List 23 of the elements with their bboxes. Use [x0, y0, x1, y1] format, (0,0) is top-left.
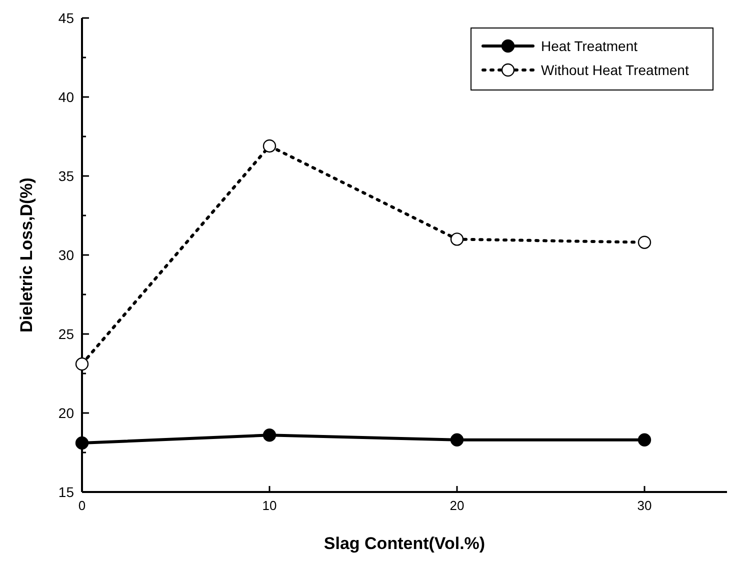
y-tick-label: 40	[58, 89, 74, 105]
point	[638, 236, 652, 249]
point	[638, 433, 652, 446]
x-tick-label: 10	[262, 498, 277, 513]
y-tick-label: 35	[58, 168, 74, 184]
y-tick-label: 15	[58, 484, 74, 500]
point	[262, 139, 276, 153]
x-tick-label: 0	[78, 498, 86, 513]
x-axis-title: Slag Content(Vol.%)	[324, 534, 486, 553]
y-tick-label: 25	[58, 326, 74, 342]
x-tick-label: 20	[450, 498, 464, 513]
point	[450, 232, 464, 246]
legend-label: Without Heat Treatment	[541, 62, 689, 78]
y-axis-title: Dieletric Loss,D(%)	[17, 178, 36, 332]
point	[262, 428, 276, 442]
point	[450, 433, 464, 446]
point	[75, 357, 89, 371]
y-tick-label: 30	[58, 247, 74, 263]
point	[75, 436, 89, 450]
y-tick-label: 45	[58, 10, 74, 26]
legend-label: Heat Treatment	[541, 38, 638, 54]
x-tick-label: 30	[637, 498, 652, 513]
y-tick-label: 20	[58, 405, 74, 421]
